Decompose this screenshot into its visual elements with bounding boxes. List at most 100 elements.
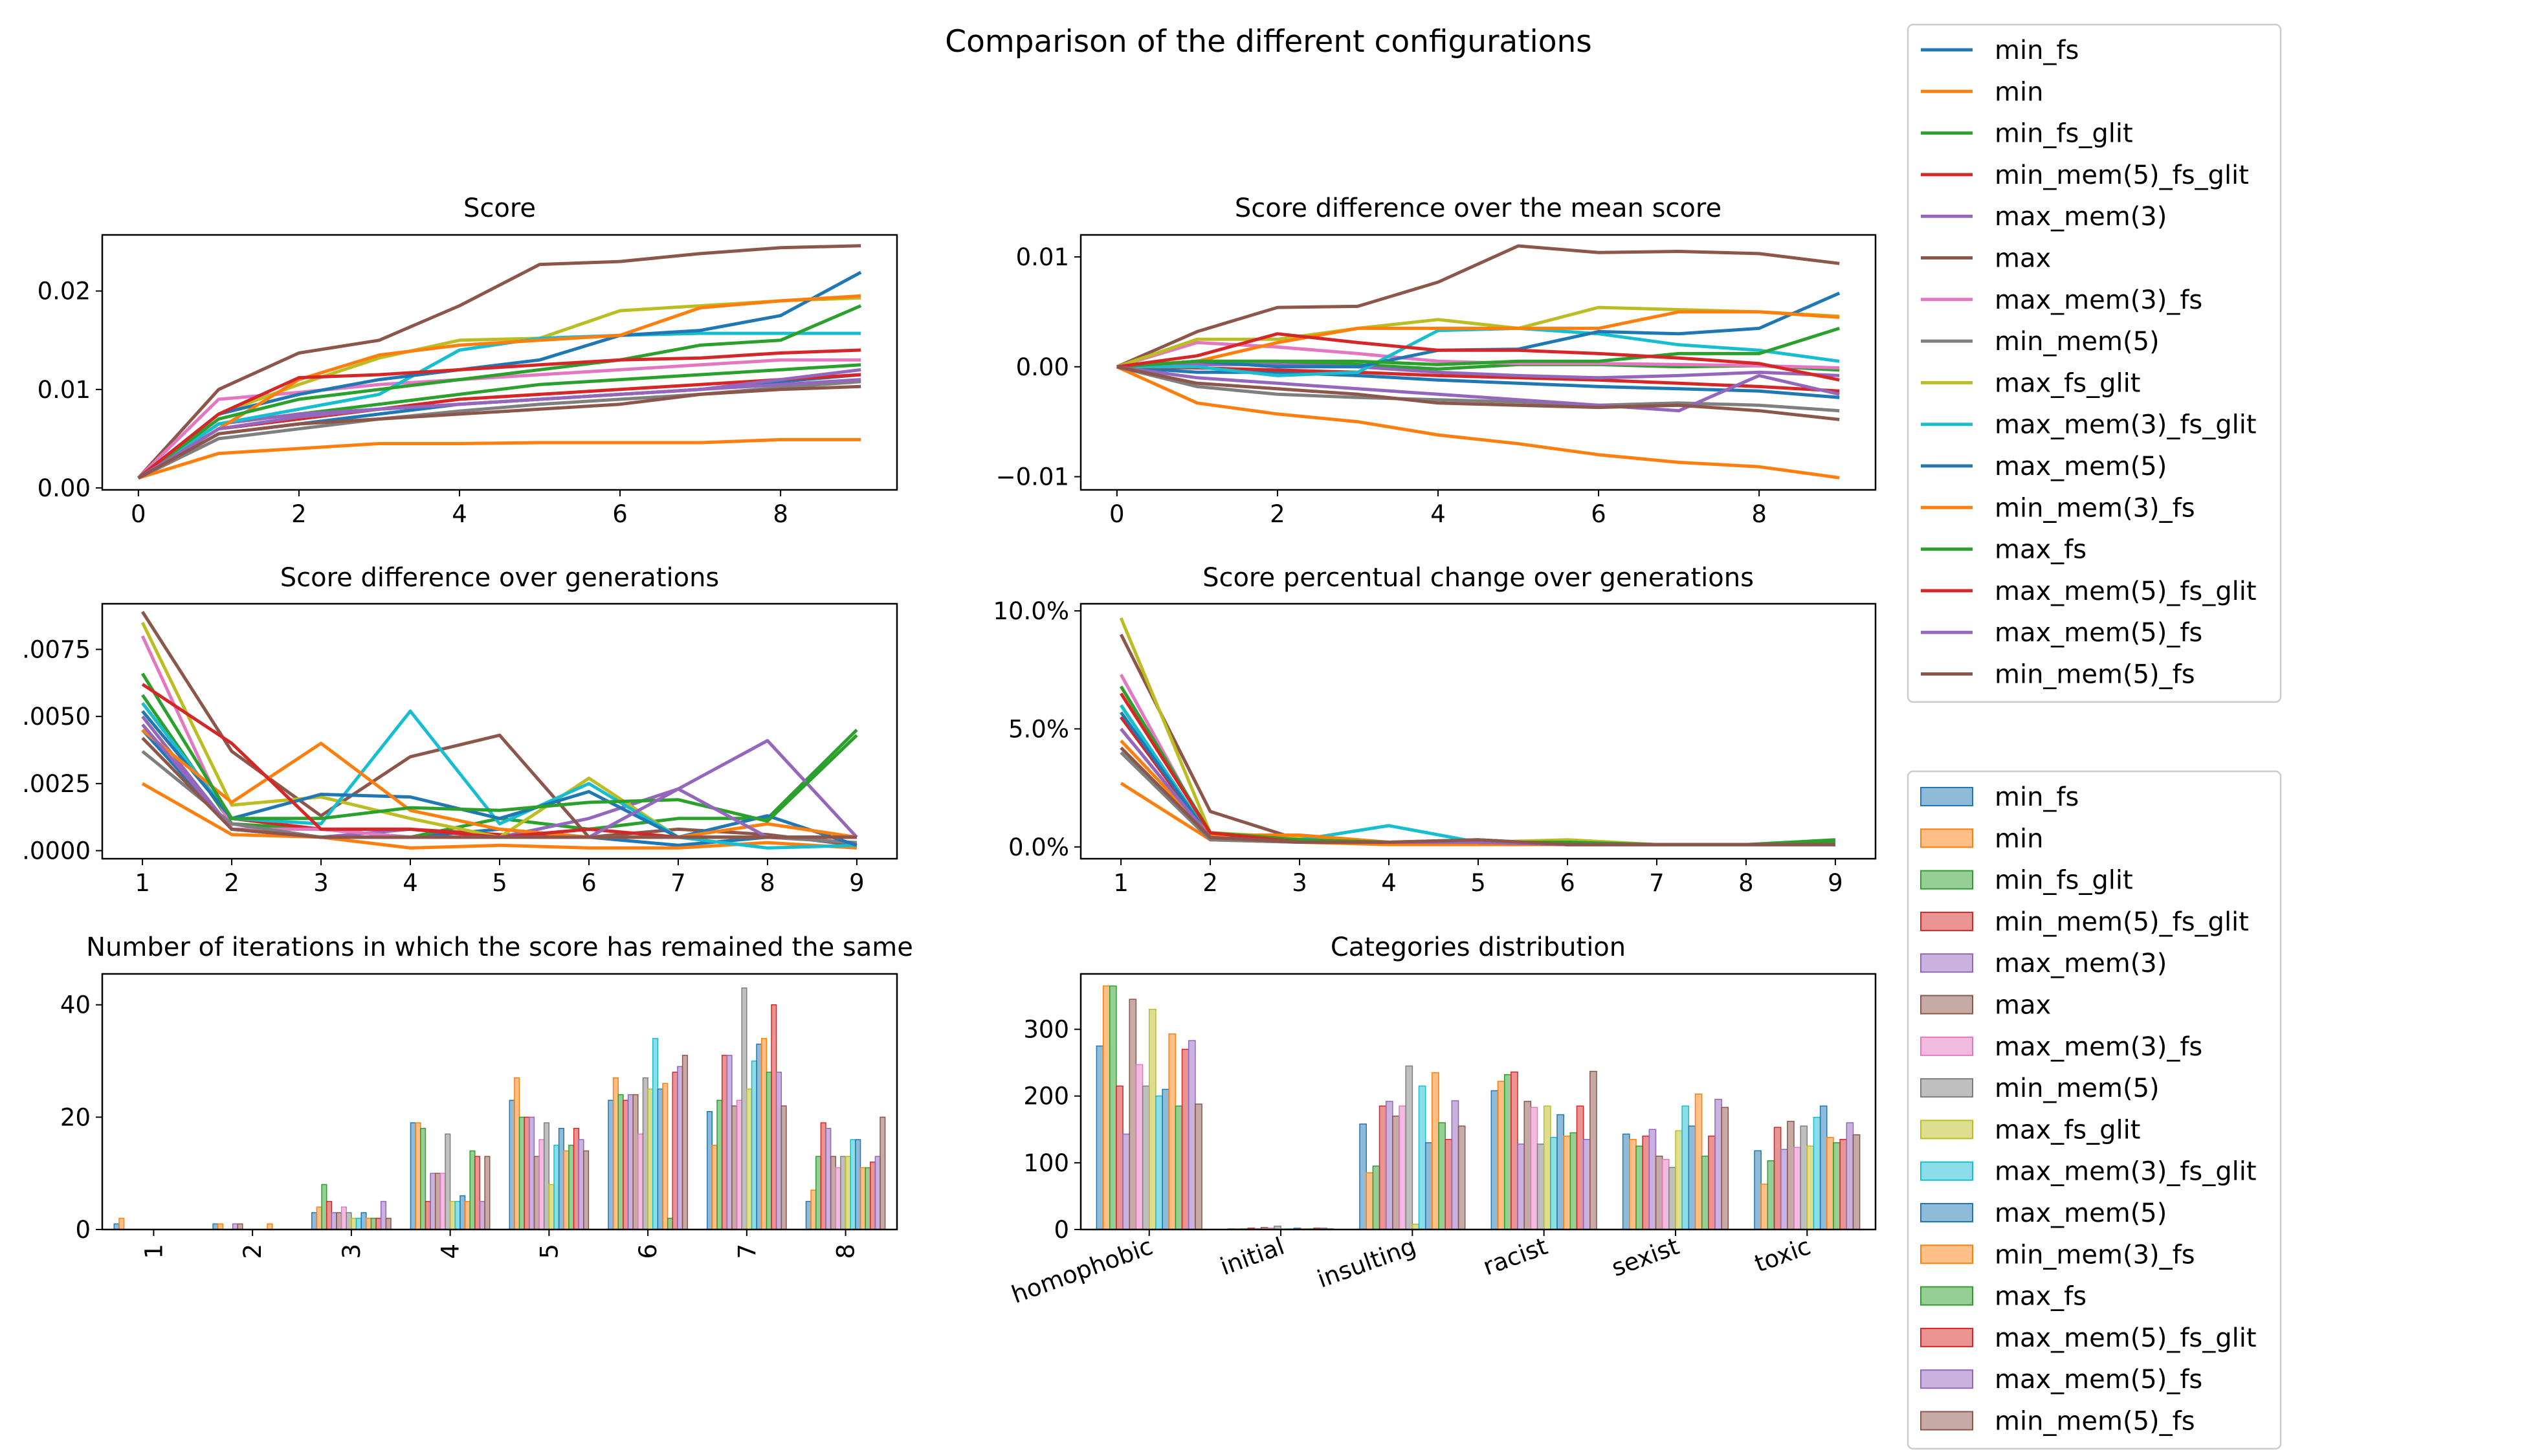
bar-min_fs-2 [212, 1223, 219, 1230]
bar-max-8 [830, 1156, 837, 1230]
bar-min_fs_glit-7 [716, 1099, 723, 1230]
bar-min_fs_glit-insulting [1372, 1165, 1380, 1230]
x-tick-label: racist [1479, 1232, 1551, 1281]
series-line-max_mem(3)_fs [1119, 674, 1835, 846]
plot-area [1116, 244, 1841, 480]
bar-min_mem(5)-3 [346, 1212, 352, 1230]
bar-min_fs-homophobic [1096, 1045, 1104, 1230]
bar-min-1 [118, 1217, 125, 1230]
bar-min_mem(5)_fs-8 [880, 1116, 886, 1230]
bar-max_mem(5)_fs_glit-insulting [1445, 1139, 1453, 1230]
bar-min_mem(5)_fs_glit-toxic [1773, 1127, 1782, 1230]
series-line-min_mem(5)_fs [137, 384, 861, 480]
series-line-max_mem(5)_fs [137, 378, 861, 480]
bar-max-insulting [1392, 1115, 1400, 1230]
legend-bar-swatch [1920, 1327, 1973, 1347]
axes-frame [1079, 602, 1877, 860]
bar-max_mem(5)_fs-8 [874, 1156, 881, 1230]
bar-max_fs_glit-4 [449, 1200, 456, 1230]
bar-min_mem(3)_fs-homophobic [1168, 1033, 1177, 1230]
bar-min-sexist [1629, 1139, 1637, 1230]
bar-max_mem(5)-4 [459, 1195, 466, 1230]
series-line-min_fs [1120, 716, 1835, 846]
bar-min_mem(5)-8 [840, 1156, 847, 1230]
bar-max_mem(3)-homophobic [1122, 1133, 1131, 1230]
bar-min_mem(3)_fs-insulting [1432, 1072, 1439, 1230]
legend-frame [1907, 770, 2282, 1450]
bar-min_mem(5)-sexist [1668, 1167, 1676, 1230]
bar-min_mem(3)_fs-8 [859, 1167, 866, 1230]
chart-panel-2: Score difference over the mean score −0.0… [996, 193, 1877, 528]
legend-label: max_mem(5) [1995, 452, 2167, 481]
bar-min_fs_glit-8 [815, 1156, 822, 1230]
bar-max_mem(3)_fs-7 [736, 1099, 742, 1230]
legend-label: max_fs [1995, 535, 2087, 565]
series-line-max_fs_glit [1116, 305, 1840, 369]
bar-min_mem(3)_fs-3 [366, 1217, 372, 1230]
bar-min_mem(5)-toxic [1800, 1125, 1808, 1230]
legend-bar-swatch [1920, 995, 1973, 1015]
y-tick-label: 0.02 [38, 278, 91, 305]
legend-label: max_mem(3)_fs_glit [1995, 410, 2257, 440]
y-tick-label: 0 [1054, 1216, 1069, 1244]
bar-max_fs-6 [667, 1217, 674, 1230]
bar-min_fs_glit-5 [518, 1116, 525, 1230]
x-tick-label: insulting [1314, 1232, 1420, 1294]
bar-max_mem(3)_fs-6 [637, 1133, 644, 1230]
legend-bar-swatch [1920, 1244, 1973, 1264]
x-tick-label: 2 [1202, 869, 1218, 897]
series-line-min [1116, 365, 1840, 480]
bar-min_fs-toxic [1754, 1150, 1762, 1230]
series-line-min_mem(3)_fs [1116, 310, 1840, 369]
x-tick-label: 0 [131, 500, 146, 528]
x-tick-label: 4 [1381, 869, 1397, 897]
x-tick-label: 3 [1292, 869, 1307, 897]
bar-min_mem(5)_fs_glit-5 [524, 1116, 530, 1230]
axes-frame [1079, 234, 1877, 491]
bar-max_mem(5)-6 [657, 1088, 663, 1230]
bar-min_mem(5)_fs_glit-6 [623, 1099, 629, 1230]
bar-max-homophobic [1129, 998, 1137, 1230]
bar-min_fs_glit-racist [1503, 1074, 1512, 1230]
series-line-min_mem(5)_fs_glit [1116, 365, 1840, 393]
bar-min_mem(5)-homophobic [1142, 1085, 1150, 1230]
y-tick-label: 0.01 [38, 376, 91, 404]
bar-min_fs-4 [410, 1122, 416, 1230]
y-tick-label: .0025 [22, 770, 91, 798]
legend-bar-swatch [1920, 1036, 1973, 1056]
x-tick-label: 8 [1751, 500, 1767, 528]
bar-min_mem(5)-7 [741, 987, 747, 1230]
bar-max_mem(3)-3 [331, 1212, 337, 1230]
series-line-max_mem(5)_fs_glit [1116, 332, 1840, 382]
bar-max_mem(5)_fs_glit-8 [870, 1162, 876, 1230]
bar-max_mem(5)_fs-3 [380, 1200, 387, 1230]
bar-min-racist [1497, 1081, 1505, 1230]
series-line-max_fs_glit [140, 621, 857, 839]
legend-label: max_mem(3) [1995, 949, 2167, 978]
x-tick-label: 2 [1270, 500, 1285, 528]
bar-max_mem(3)-7 [726, 1055, 733, 1230]
bar-max_fs_glit-6 [647, 1088, 654, 1230]
bar-min_fs-insulting [1359, 1123, 1367, 1230]
x-tick-label: 3 [313, 869, 329, 897]
x-tick-label: 9 [1828, 869, 1843, 897]
bar-max_fs-7 [766, 1072, 772, 1230]
x-tick-label: 1 [140, 1244, 168, 1259]
bar-max_mem(3)-insulting [1385, 1101, 1393, 1230]
bar-max_mem(3)_fs-racist [1530, 1107, 1538, 1230]
y-tick-label: 5.0% [1008, 715, 1069, 743]
plot-area [1119, 617, 1836, 846]
series-line-max_fs [1119, 685, 1836, 846]
legend-label: min_fs_glit [1995, 119, 2133, 149]
y-tick-label: 300 [1023, 1016, 1069, 1044]
bar-max_mem(3)-8 [825, 1127, 832, 1230]
series-line-min_mem(3)_fs [137, 294, 861, 480]
bar-min_fs-sexist [1622, 1133, 1630, 1230]
bar-min_fs-8 [805, 1200, 812, 1230]
bar-min_fs-6 [608, 1099, 614, 1230]
bar-min_mem(5)_fs_glit-3 [326, 1200, 333, 1230]
bar-max_fs_glit-7 [746, 1088, 753, 1230]
legend-label: max_mem(5)_fs [1995, 618, 2202, 648]
bar-min_mem(3)_fs-6 [662, 1083, 669, 1230]
